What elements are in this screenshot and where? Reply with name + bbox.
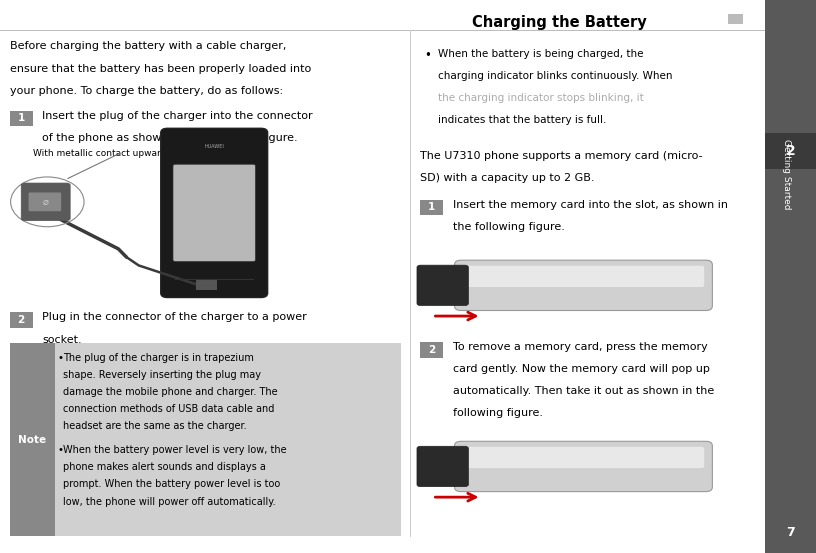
- Bar: [10, 111, 33, 126]
- Text: 2: 2: [18, 315, 24, 325]
- Text: When the battery is being charged, the: When the battery is being charged, the: [438, 49, 644, 59]
- FancyBboxPatch shape: [463, 447, 704, 468]
- Text: Charging the Battery: Charging the Battery: [472, 15, 646, 30]
- Text: shape. Reversely inserting the plug may: shape. Reversely inserting the plug may: [63, 370, 261, 380]
- FancyBboxPatch shape: [161, 128, 268, 298]
- Bar: [420, 200, 443, 215]
- Text: Insert the memory card into the slot, as shown in: Insert the memory card into the slot, as…: [453, 200, 728, 210]
- FancyBboxPatch shape: [455, 260, 712, 310]
- Text: of the phone as shown in the following figure.: of the phone as shown in the following f…: [42, 133, 298, 143]
- Text: The U7310 phone supports a memory card (micro-: The U7310 phone supports a memory card (…: [420, 151, 703, 161]
- Text: the charging indicator stops blinking, it: the charging indicator stops blinking, i…: [438, 93, 644, 103]
- Text: ensure that the battery has been properly loaded into: ensure that the battery has been properl…: [10, 64, 311, 74]
- Text: ⌀: ⌀: [42, 197, 49, 207]
- Text: charging indicator blinks continuously. When: charging indicator blinks continuously. …: [438, 71, 672, 81]
- Text: automatically. Then take it out as shown in the: automatically. Then take it out as shown…: [453, 386, 714, 397]
- Text: your phone. To charge the battery, do as follows:: your phone. To charge the battery, do as…: [10, 86, 283, 96]
- Text: 1: 1: [428, 202, 435, 212]
- Text: 2: 2: [786, 144, 796, 158]
- Bar: [420, 342, 443, 357]
- Bar: [10, 343, 401, 536]
- Text: When the battery power level is very low, the: When the battery power level is very low…: [63, 445, 286, 455]
- Text: Note: Note: [18, 435, 47, 445]
- Text: •: •: [424, 49, 431, 62]
- Text: following figure.: following figure.: [453, 408, 543, 419]
- Text: HUAWEI: HUAWEI: [204, 144, 224, 149]
- Text: damage the mobile phone and charger. The: damage the mobile phone and charger. The: [63, 387, 277, 397]
- Text: Insert the plug of the charger into the connector: Insert the plug of the charger into the …: [42, 111, 313, 121]
- Bar: [765, 133, 816, 169]
- Text: phone makes alert sounds and displays a: phone makes alert sounds and displays a: [63, 462, 266, 472]
- Text: socket.: socket.: [42, 335, 82, 345]
- Text: The plug of the charger is in trapezium: The plug of the charger is in trapezium: [63, 353, 254, 363]
- FancyBboxPatch shape: [417, 265, 468, 305]
- Text: card gently. Now the memory card will pop up: card gently. Now the memory card will po…: [453, 364, 710, 374]
- Text: Before charging the battery with a cable charger,: Before charging the battery with a cable…: [10, 41, 286, 51]
- Text: the following figure.: the following figure.: [453, 222, 565, 232]
- Text: headset are the same as the charger.: headset are the same as the charger.: [63, 421, 246, 431]
- FancyBboxPatch shape: [463, 265, 704, 287]
- Bar: [10, 312, 33, 328]
- Text: SD) with a capacity up to 2 GB.: SD) with a capacity up to 2 GB.: [420, 173, 595, 183]
- Text: prompt. When the battery power level is too: prompt. When the battery power level is …: [63, 479, 280, 489]
- Text: With metallic contact upward: With metallic contact upward: [33, 149, 166, 158]
- Text: 1: 1: [18, 113, 24, 123]
- FancyBboxPatch shape: [21, 183, 70, 221]
- Text: •: •: [57, 353, 63, 363]
- Text: 7: 7: [787, 526, 795, 539]
- Bar: [765, 0, 816, 553]
- FancyBboxPatch shape: [29, 192, 61, 211]
- Bar: [728, 14, 743, 24]
- Text: Getting Started: Getting Started: [782, 139, 791, 210]
- FancyBboxPatch shape: [173, 164, 255, 262]
- Text: To remove a memory card, press the memory: To remove a memory card, press the memor…: [453, 342, 707, 352]
- Text: low, the phone will power off automatically.: low, the phone will power off automatica…: [63, 497, 276, 507]
- Text: 2: 2: [428, 345, 435, 355]
- Text: •: •: [57, 445, 63, 455]
- Text: connection methods of USB data cable and: connection methods of USB data cable and: [63, 404, 274, 414]
- Bar: [10, 343, 55, 536]
- Text: indicates that the battery is full.: indicates that the battery is full.: [438, 115, 606, 125]
- Text: Plug in the connector of the charger to a power: Plug in the connector of the charger to …: [42, 312, 307, 322]
- FancyBboxPatch shape: [455, 441, 712, 492]
- FancyBboxPatch shape: [417, 446, 468, 487]
- Bar: [196, 280, 217, 290]
